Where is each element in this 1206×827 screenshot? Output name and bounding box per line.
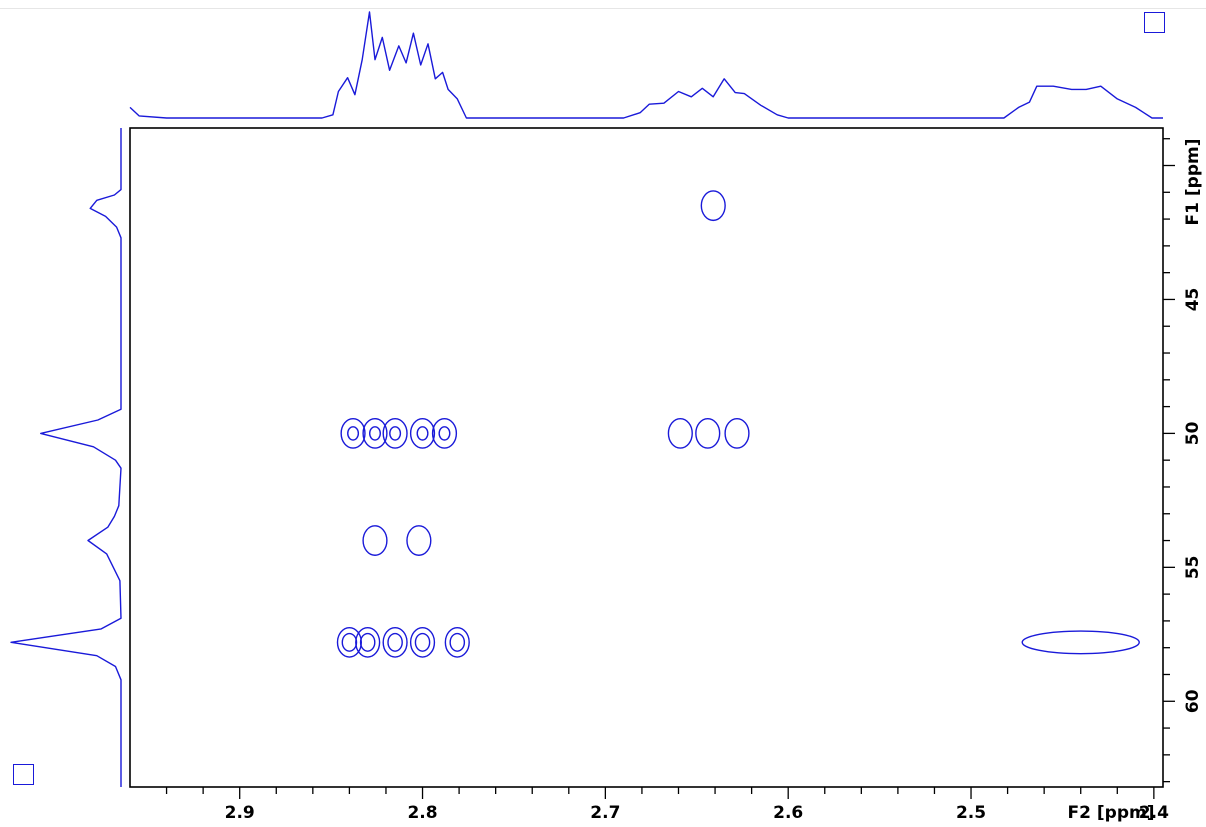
- cross-peak: [444, 626, 470, 658]
- cross-peak: [1021, 630, 1140, 655]
- y-tick-label: 50: [1183, 421, 1203, 445]
- top-divider: [0, 8, 1206, 9]
- cross-peak: [382, 417, 408, 449]
- cross-peak: [431, 417, 458, 449]
- contour-ring: [416, 426, 429, 441]
- contour-ring: [387, 632, 403, 652]
- cross-peak: [406, 525, 432, 556]
- x-tick-label: 2.5: [956, 803, 986, 823]
- cross-peak: [340, 417, 366, 449]
- f2-projection-trace: [129, 11, 1163, 119]
- cross-peak: [336, 626, 362, 658]
- contour-ring: [359, 632, 376, 652]
- f2-projection: [129, 11, 1163, 119]
- contour-ring: [406, 525, 432, 556]
- contour-ring: [1021, 630, 1140, 655]
- cross-peak: [362, 525, 388, 556]
- x-axis: 2.9 2.8 2.7 2.6 2.5 2.4: [165, 787, 1169, 823]
- x-tick-label: 2.8: [407, 803, 437, 823]
- contour-ring: [667, 417, 693, 449]
- contour-ring: [382, 626, 408, 658]
- square-outline-icon[interactable]: [1144, 12, 1165, 33]
- contour-ring: [336, 626, 362, 658]
- contour-ring: [409, 417, 436, 449]
- contour-ring: [368, 426, 381, 441]
- contour-ring: [695, 417, 721, 449]
- contour-ring: [700, 190, 726, 222]
- cross-peak: [667, 417, 693, 449]
- contour-ring: [382, 417, 408, 449]
- cross-peak: [409, 417, 436, 449]
- cross-peak: [382, 626, 408, 658]
- x-tick-label: 2.7: [590, 803, 620, 823]
- contour-ring: [449, 632, 466, 652]
- y-tick-label: 55: [1183, 555, 1203, 579]
- contour-ring: [347, 426, 360, 441]
- cross-peak: [724, 417, 750, 449]
- contour-ring: [431, 417, 458, 449]
- cross-peak: [695, 417, 721, 449]
- contour-ring: [444, 626, 470, 658]
- y-tick-label: 45: [1183, 288, 1203, 312]
- contour-ring: [355, 626, 381, 658]
- y-axis: 45 50 55 60: [1163, 138, 1203, 783]
- contour-ring: [362, 525, 388, 556]
- contour-ring: [341, 632, 358, 652]
- contour-ring: [409, 626, 436, 658]
- x-tick-label: 2.6: [773, 803, 803, 823]
- y-tick-label: 60: [1183, 689, 1203, 713]
- f1-projection: [10, 128, 122, 787]
- cross-peak: [700, 190, 726, 222]
- x-axis-label: F2 [ppm]: [1068, 803, 1155, 823]
- f1-projection-trace: [10, 128, 122, 787]
- contour-ring: [340, 417, 366, 449]
- cross-peak: [362, 417, 388, 449]
- square-outline-icon[interactable]: [13, 764, 34, 785]
- x-tick-label: 2.4: [1139, 803, 1169, 823]
- contour-ring: [414, 632, 431, 652]
- x-tick-label: 2.9: [225, 803, 255, 823]
- contour-ring: [438, 426, 451, 441]
- cross-peak: [355, 626, 381, 658]
- y-axis-label: F1 [ppm]: [1183, 139, 1203, 226]
- contour-ring: [389, 426, 402, 441]
- plot-frame: [129, 127, 1164, 788]
- contour-ring: [724, 417, 750, 449]
- contour-peaks: [336, 190, 1140, 658]
- cross-peak: [409, 626, 436, 658]
- contour-ring: [362, 417, 388, 449]
